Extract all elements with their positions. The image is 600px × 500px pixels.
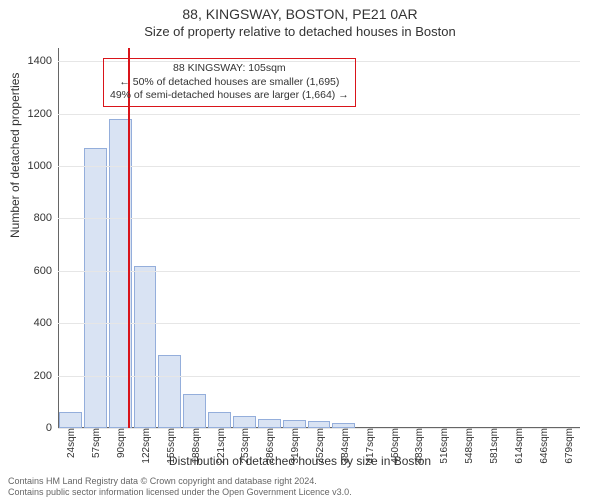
histogram-bar: [208, 412, 231, 428]
footer-line-2: Contains public sector information licen…: [8, 487, 352, 498]
titles-block: 88, KINGSWAY, BOSTON, PE21 0AR Size of p…: [0, 0, 600, 39]
grid-line: [58, 271, 580, 272]
footer-line-1: Contains HM Land Registry data © Crown c…: [8, 476, 352, 487]
histogram-bar: [258, 419, 281, 428]
histogram-bar: [59, 412, 82, 428]
y-tick-label: 1000: [28, 160, 58, 172]
histogram-bar: [158, 355, 181, 428]
grid-line: [58, 114, 580, 115]
y-axis-label: Number of detached properties: [8, 73, 22, 238]
histogram-bar: [233, 416, 256, 428]
y-tick-label: 800: [34, 212, 58, 224]
grid-line: [58, 323, 580, 324]
y-tick-label: 0: [46, 422, 58, 434]
annotation-box: 88 KINGSWAY: 105sqm← 50% of detached hou…: [103, 58, 356, 107]
grid-line: [58, 166, 580, 167]
y-tick-label: 1200: [28, 108, 58, 120]
histogram-bar: [84, 148, 107, 428]
chart-container: 88, KINGSWAY, BOSTON, PE21 0AR Size of p…: [0, 0, 600, 500]
histogram-bar: [183, 394, 206, 428]
y-tick-label: 600: [34, 265, 58, 277]
sub-title: Size of property relative to detached ho…: [0, 24, 600, 39]
footer-attribution: Contains HM Land Registry data © Crown c…: [8, 476, 352, 499]
y-tick-label: 200: [34, 370, 58, 382]
annotation-line: 88 KINGSWAY: 105sqm: [110, 62, 349, 76]
plot-area: 020040060080010001200140024sqm57sqm90sqm…: [58, 48, 580, 428]
main-title: 88, KINGSWAY, BOSTON, PE21 0AR: [0, 6, 600, 22]
x-axis-label: Distribution of detached houses by size …: [0, 454, 600, 468]
y-tick-label: 400: [34, 317, 58, 329]
annotation-line: 49% of semi-detached houses are larger (…: [110, 89, 349, 103]
grid-line: [58, 218, 580, 219]
y-tick-label: 1400: [28, 55, 58, 67]
histogram-bar: [134, 266, 157, 428]
grid-line: [58, 376, 580, 377]
annotation-line: ← 50% of detached houses are smaller (1,…: [110, 76, 349, 90]
histogram-bar: [283, 420, 306, 428]
